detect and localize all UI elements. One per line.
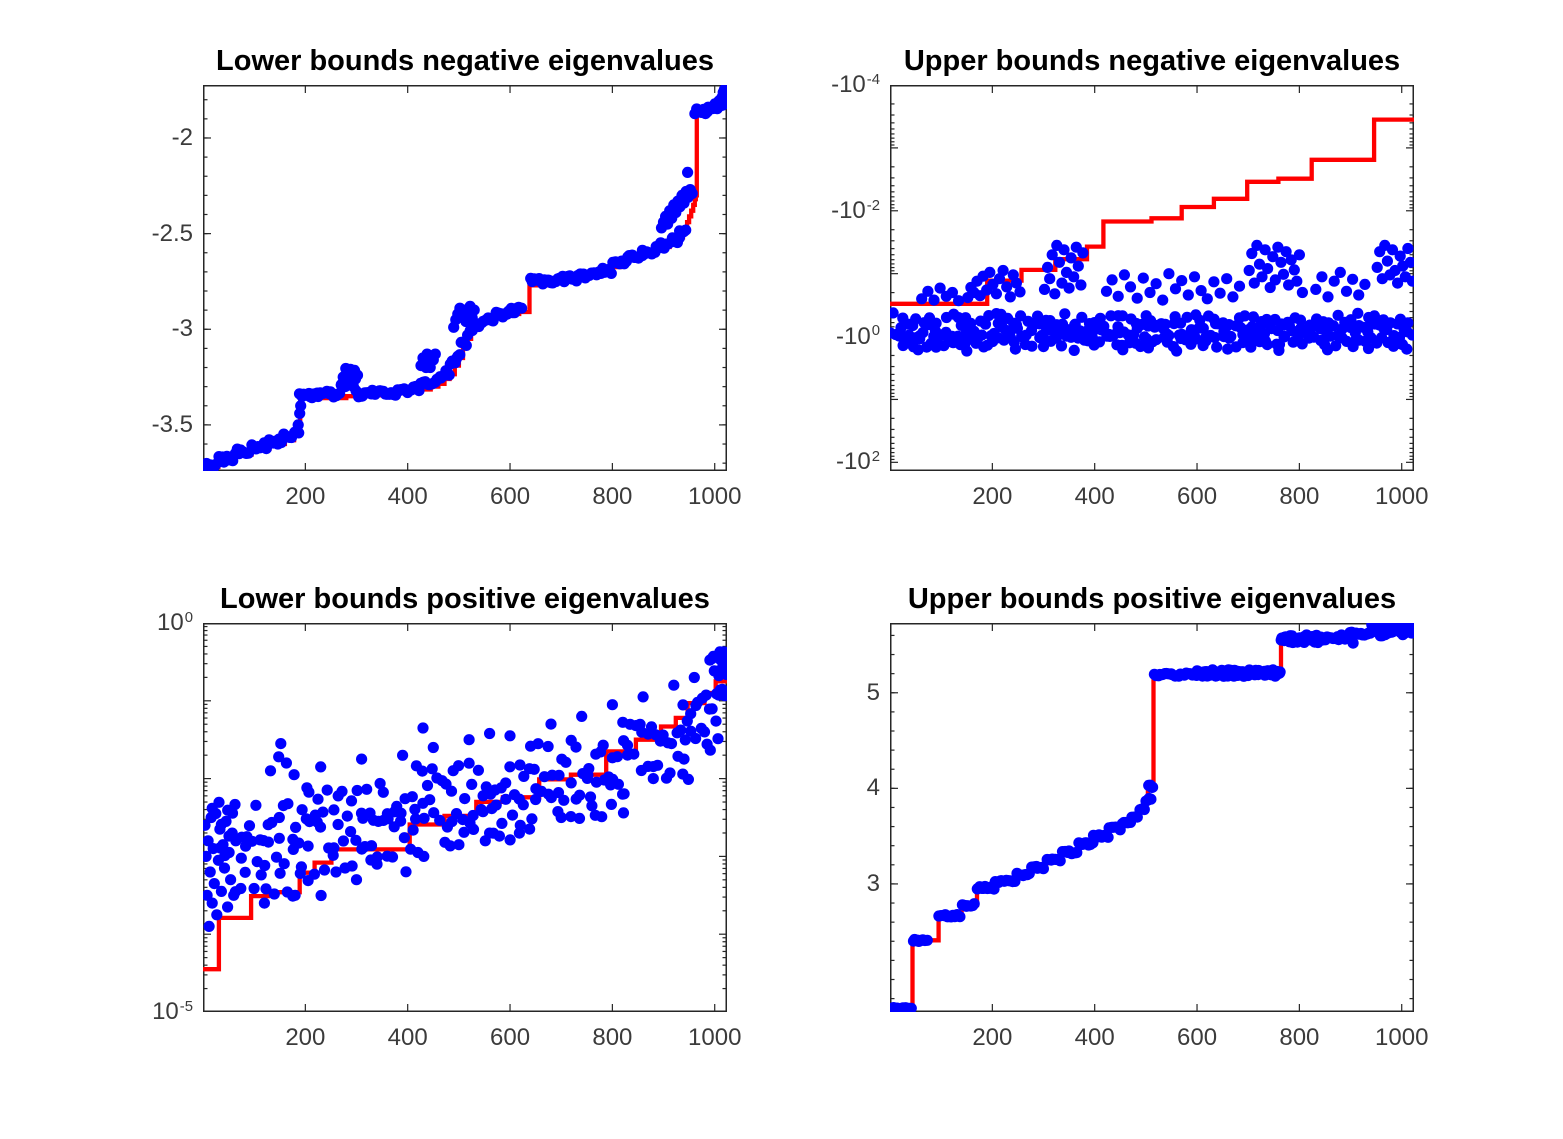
x-tick-label: 600 (490, 483, 531, 510)
blue-scatter (890, 239, 1414, 357)
y-tick-label: -3 (171, 315, 193, 343)
x-tick-label: 1000 (1375, 483, 1429, 510)
y-tick-label: -102 (836, 448, 880, 476)
plot-title: Upper bounds positive eigenvalues (907, 583, 1397, 615)
x-tick-label: 800 (1279, 1024, 1320, 1051)
tick-marks (203, 85, 727, 471)
y-tick-label: -10-4 (831, 71, 880, 98)
subplot-upper-bounds-negative-eigenvalues: Upper bounds negative eigenvalues -10-4 -… (831, 45, 1428, 510)
x-tick-label: 1000 (688, 483, 742, 510)
axes-box (890, 623, 1414, 1012)
x-tick-label: 200 (972, 483, 1013, 510)
x-tick-label: 400 (1074, 483, 1115, 510)
x-tick-label: 600 (490, 1024, 531, 1051)
x-tick-label: 200 (285, 1024, 326, 1051)
x-tick-label: 200 (972, 1024, 1013, 1051)
y-tick-label: 100 (157, 609, 193, 636)
subplot-lower-bounds-positive-eigenvalues: Lower bounds positive eigenvalues 100 10-… (152, 583, 741, 1051)
subplot-upper-bounds-positive-eigenvalues: Upper bounds positive eigenvalues 5 4 3 20… (867, 583, 1429, 1051)
x-tick-label: 1000 (688, 1024, 742, 1051)
y-tick-label: 10-5 (152, 998, 193, 1025)
axes-box (203, 623, 727, 1012)
plot-area (890, 623, 1414, 1012)
y-tick-label: -10-2 (831, 196, 880, 224)
plot-area (203, 85, 727, 471)
y-tick-label: 4 (866, 774, 880, 802)
blue-scatter (203, 646, 727, 932)
subplot-lower-bounds-negative-eigenvalues: Lower bounds negative eigenvalues -2 -2.5… (152, 45, 742, 510)
y-tick-label: 5 (866, 678, 880, 706)
plot-title: Lower bounds positive eigenvalues (220, 583, 710, 615)
plot-area (890, 85, 1414, 471)
x-tick-label: 400 (387, 1024, 428, 1051)
y-tick-label: -2.5 (151, 219, 193, 247)
blue-scatter (890, 623, 1414, 1012)
x-tick-label: 1000 (1375, 1024, 1429, 1051)
red-step-line (890, 117, 1414, 306)
x-tick-label: 800 (592, 483, 633, 510)
y-tick-label: -100 (836, 322, 880, 350)
red-step-line (890, 625, 1414, 1011)
x-tick-label: 800 (592, 1024, 633, 1051)
x-tick-label: 600 (1177, 483, 1218, 510)
y-tick-label: -2 (171, 123, 193, 151)
plot-area (203, 623, 727, 1012)
plot-title: Lower bounds negative eigenvalues (216, 45, 714, 77)
y-tick-label: 3 (866, 869, 880, 897)
x-tick-label: 400 (387, 483, 428, 510)
x-tick-label: 600 (1177, 1024, 1218, 1051)
axes-box (203, 85, 727, 471)
y-tick-label: -3.5 (151, 410, 193, 438)
x-tick-label: 800 (1279, 483, 1320, 510)
plot-title: Upper bounds negative eigenvalues (903, 45, 1401, 77)
red-step-line (203, 95, 727, 470)
blue-scatter (203, 85, 727, 471)
x-tick-label: 400 (1074, 1024, 1115, 1051)
x-tick-label: 200 (285, 483, 326, 510)
